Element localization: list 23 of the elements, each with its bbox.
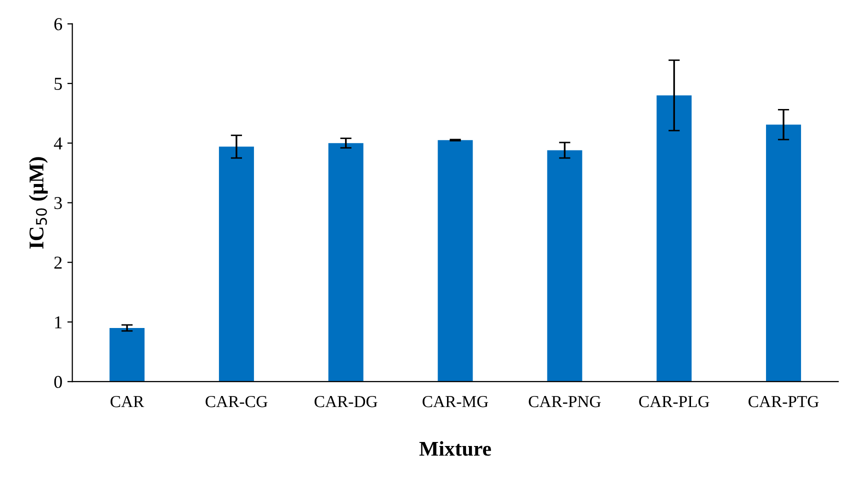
x-tick-label: CAR-PTG <box>748 396 819 408</box>
bar <box>766 124 802 382</box>
x-tick-label: CAR-PNG <box>528 396 601 408</box>
y-tick-label: 0 <box>54 376 62 388</box>
y-tick-label: 2 <box>54 256 62 269</box>
x-tick-label: CAR-CG <box>206 396 268 408</box>
x-tick-label: CAR-PLG <box>639 396 710 408</box>
x-axis-title: Mixture <box>419 441 492 456</box>
y-tick-label: 4 <box>54 137 62 150</box>
y-tick-label: 6 <box>54 18 62 30</box>
bar <box>656 95 692 382</box>
x-tick-label: CAR <box>110 396 144 408</box>
y-tick-label: 1 <box>55 316 62 328</box>
bar <box>110 328 145 382</box>
bar <box>328 143 364 382</box>
y-tick-label: 3 <box>54 197 62 210</box>
bar <box>218 146 254 382</box>
x-tick-label: CAR-MG <box>422 396 488 408</box>
bar <box>438 140 473 382</box>
y-tick-label: 5 <box>54 78 62 90</box>
x-tick-label: CAR-DG <box>314 396 378 408</box>
y-axis-title: IC$_{50}$ (μM) <box>28 157 48 249</box>
bar <box>547 150 582 382</box>
